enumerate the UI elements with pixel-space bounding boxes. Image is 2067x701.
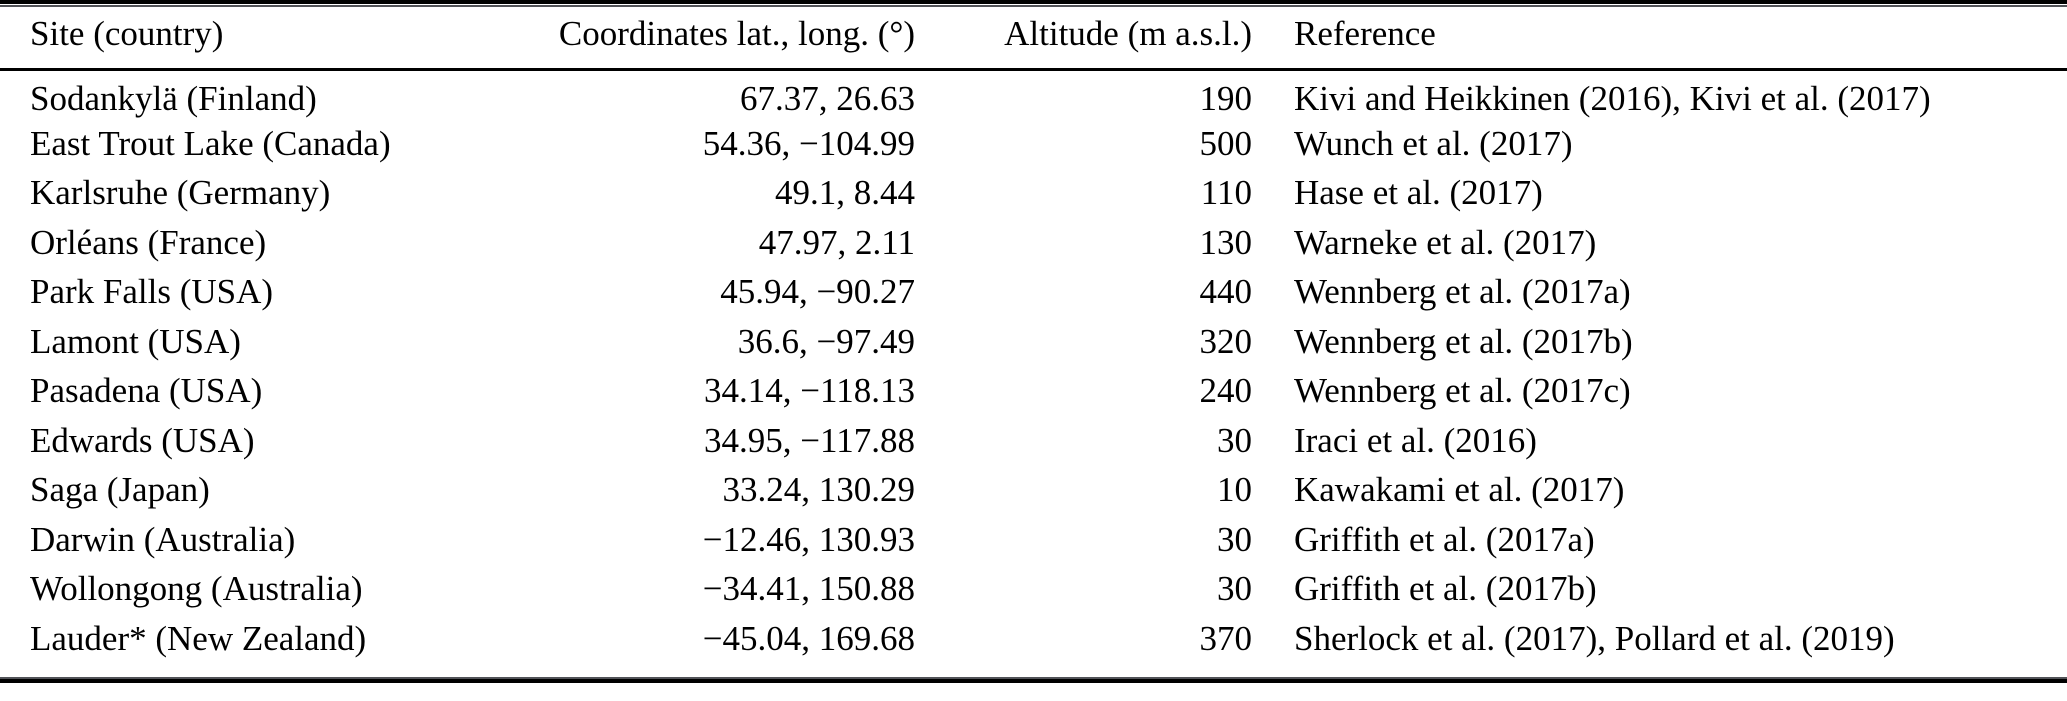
coordinates-cell: 67.37, 26.63	[740, 78, 915, 118]
coordinates-cell: 34.14, −118.13	[704, 371, 915, 411]
reference-cell: Sherlock et al. (2017), Pollard et al. (…	[1294, 618, 1895, 658]
altitude-cell: 130	[1199, 222, 1253, 262]
site-cell: Sodankylä (Finland)	[30, 78, 317, 118]
column-header-site: Site (country)	[0, 7, 480, 71]
reference-cell: Wennberg et al. (2017c)	[1294, 371, 1631, 411]
reference-cell: Wunch et al. (2017)	[1294, 123, 1573, 163]
site-cell: East Trout Lake (Canada)	[30, 123, 391, 163]
table-row: East Trout Lake (Canada) 54.36, −104.99 …	[0, 119, 2067, 169]
table-row: Sodankylä (Finland) 67.37, 26.63 190 Kiv…	[0, 69, 2067, 119]
table-body: Sodankylä (Finland) 67.37, 26.63 190 Kiv…	[0, 69, 2067, 663]
table-bottom-spacer	[0, 663, 2067, 677]
sites-table: Site (country) Coordinates lat., long. (…	[0, 7, 2067, 663]
reference-cell: Wennberg et al. (2017a)	[1294, 272, 1631, 312]
table-row: Saga (Japan) 33.24, 130.29 10 Kawakami e…	[0, 465, 2067, 515]
table-bottom-rule-thick	[0, 679, 2067, 683]
coordinates-cell: −34.41, 150.88	[702, 569, 915, 609]
table-row: Edwards (USA) 34.95, −117.88 30 Iraci et…	[0, 416, 2067, 466]
site-cell: Saga (Japan)	[30, 470, 210, 510]
site-cell: Lauder* (New Zealand)	[30, 618, 367, 658]
table-bottom-rule-thin	[0, 677, 2067, 679]
column-header-reference: Reference	[1252, 7, 2067, 71]
table-row: Pasadena (USA) 34.14, −118.13 240 Wennbe…	[0, 366, 2067, 416]
altitude-cell: 110	[1200, 173, 1252, 213]
reference-cell: Iraci et al. (2016)	[1294, 420, 1537, 460]
table-row: Orléans (France) 47.97, 2.11 130 Warneke…	[0, 218, 2067, 268]
site-cell: Orléans (France)	[30, 222, 267, 262]
altitude-cell: 500	[1199, 123, 1253, 163]
table-top-rule-thin	[0, 5, 2067, 7]
coordinates-cell: 34.95, −117.88	[704, 420, 915, 460]
site-cell: Pasadena (USA)	[30, 371, 263, 411]
coordinates-cell: 54.36, −104.99	[702, 123, 915, 163]
site-cell: Darwin (Australia)	[30, 519, 296, 559]
reference-cell: Kawakami et al. (2017)	[1294, 470, 1625, 510]
table-row: Darwin (Australia) −12.46, 130.93 30 Gri…	[0, 515, 2067, 565]
altitude-cell: 370	[1199, 618, 1253, 658]
table-header: Site (country) Coordinates lat., long. (…	[0, 7, 2067, 71]
altitude-cell: 440	[1199, 272, 1253, 312]
altitude-cell: 30	[1217, 569, 1252, 609]
header-row: Site (country) Coordinates lat., long. (…	[0, 7, 2067, 71]
reference-cell: Hase et al. (2017)	[1294, 173, 1543, 213]
table-top-rule-thick	[0, 0, 2067, 4]
altitude-cell: 30	[1217, 519, 1252, 559]
altitude-cell: 10	[1217, 470, 1252, 510]
coordinates-cell: −45.04, 169.68	[702, 618, 915, 658]
altitude-cell: 320	[1199, 321, 1253, 361]
table-row: Park Falls (USA) 45.94, −90.27 440 Wennb…	[0, 267, 2067, 317]
site-cell: Lamont (USA)	[30, 321, 241, 361]
coordinates-cell: 47.97, 2.11	[758, 222, 915, 262]
reference-cell: Wennberg et al. (2017b)	[1294, 321, 1633, 361]
site-cell: Karlsruhe (Germany)	[30, 173, 331, 213]
column-header-altitude: Altitude (m a.s.l.)	[915, 7, 1252, 71]
altitude-cell: 30	[1217, 420, 1252, 460]
reference-cell: Kivi and Heikkinen (2016), Kivi et al. (…	[1294, 78, 1931, 118]
coordinates-cell: 45.94, −90.27	[720, 272, 915, 312]
coordinates-cell: 36.6, −97.49	[737, 321, 915, 361]
altitude-cell: 240	[1199, 371, 1253, 411]
column-header-coordinates: Coordinates lat., long. (°)	[480, 7, 915, 71]
site-cell: Edwards (USA)	[30, 420, 255, 460]
altitude-cell: 190	[1199, 78, 1253, 118]
table-row: Wollongong (Australia) −34.41, 150.88 30…	[0, 564, 2067, 614]
coordinates-cell: 33.24, 130.29	[722, 470, 916, 510]
coordinates-cell: −12.46, 130.93	[702, 519, 915, 559]
coordinates-cell: 49.1, 8.44	[775, 173, 915, 213]
reference-cell: Griffith et al. (2017b)	[1294, 569, 1597, 609]
site-cell: Park Falls (USA)	[30, 272, 274, 312]
table-row: Lamont (USA) 36.6, −97.49 320 Wennberg e…	[0, 317, 2067, 367]
table-row: Lauder* (New Zealand) −45.04, 169.68 370…	[0, 614, 2067, 664]
reference-cell: Griffith et al. (2017a)	[1294, 519, 1595, 559]
reference-cell: Warneke et al. (2017)	[1294, 222, 1597, 262]
table-row: Karlsruhe (Germany) 49.1, 8.44 110 Hase …	[0, 168, 2067, 218]
site-cell: Wollongong (Australia)	[30, 569, 363, 609]
